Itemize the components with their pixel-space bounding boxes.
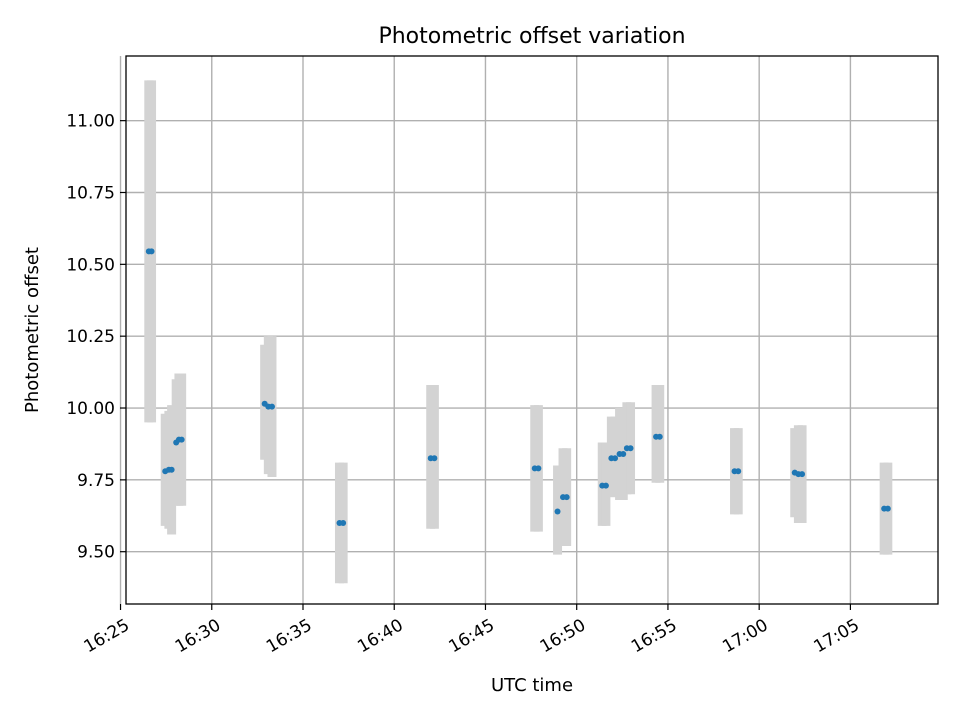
data-point [554,508,561,515]
data-point [178,436,185,443]
data-point [884,505,891,512]
y-tick-label: 11.00 [66,112,115,132]
y-tick-label: 10.25 [66,327,115,347]
data-point [602,482,609,489]
y-tick-label: 10.00 [66,399,115,419]
y-axis-label: Photometric offset [22,247,43,413]
data-point [535,465,542,472]
data-point [656,433,663,440]
data-point [627,445,634,452]
data-point [268,403,275,410]
chart-title: Photometric offset variation [378,24,685,49]
data-point [168,466,175,473]
data-point [148,248,155,255]
y-tick-label: 9.50 [77,543,115,563]
x-axis-label: UTC time [491,675,573,696]
y-tick-label: 10.75 [66,183,115,203]
data-point [431,455,438,462]
data-markers [145,248,891,526]
data-point [620,450,627,457]
y-tick-label: 10.50 [66,255,115,275]
data-point [612,455,619,462]
y-axis: 9.50 9.75 10.00 10.25 10.50 10.75 11.00 [66,112,126,563]
data-point [735,468,742,475]
data-point [563,494,570,501]
y-tick-label: 9.75 [77,471,115,491]
plot-frame [125,55,939,605]
data-point [799,471,806,478]
data-point [340,519,347,526]
